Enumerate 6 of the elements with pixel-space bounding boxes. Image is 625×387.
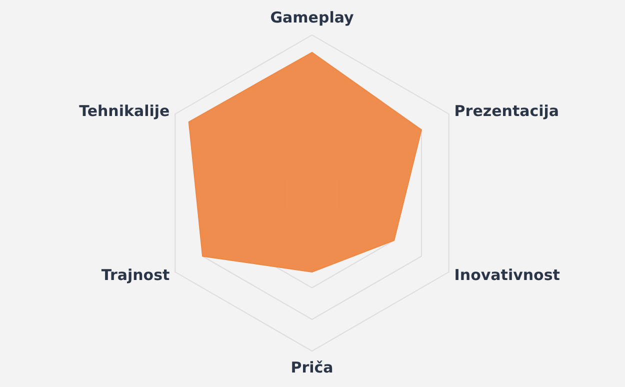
spoke-label: Prezentacija — [454, 102, 560, 120]
spoke-label: Inovativnost — [454, 266, 560, 284]
spoke-label: Priča — [290, 358, 334, 376]
spoke-label: Tehnikalije — [79, 102, 170, 120]
spoke-label: Gameplay — [270, 8, 354, 27]
spoke-label: Trajnost — [101, 266, 170, 284]
